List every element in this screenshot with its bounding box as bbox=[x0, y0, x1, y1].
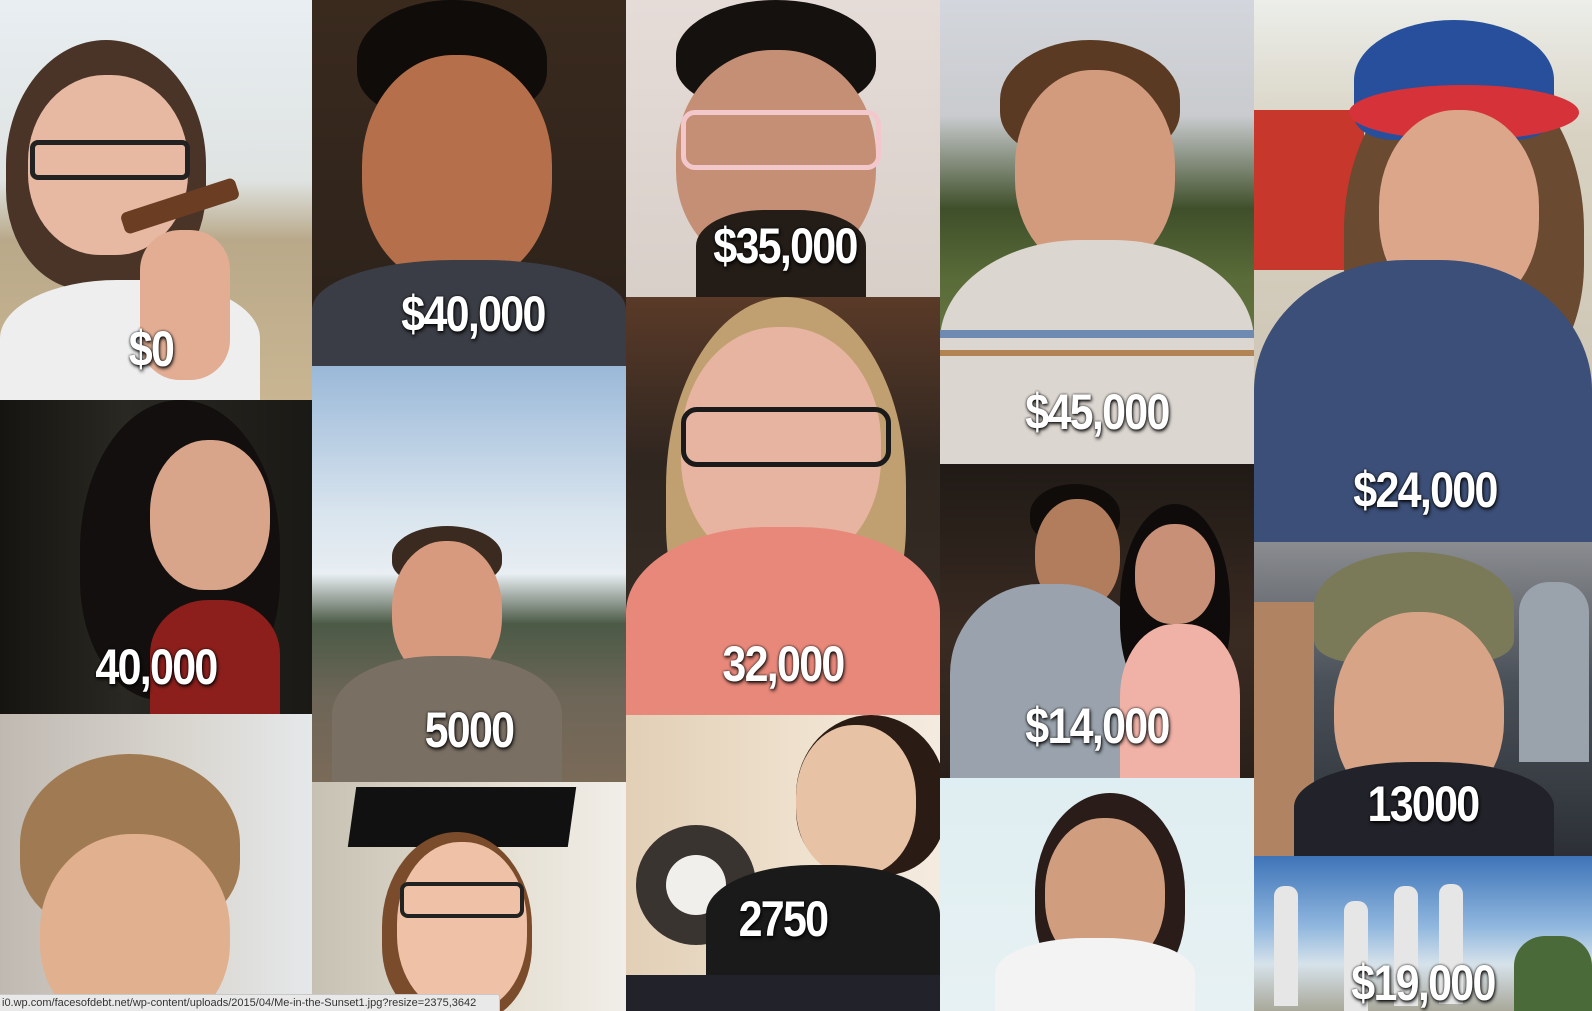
photo-man-pink-glasses bbox=[626, 0, 940, 297]
photo-tile[interactable]: $35,000 bbox=[626, 0, 940, 297]
photo-tile[interactable]: $14,000 bbox=[940, 464, 1254, 778]
photo-woman-cat bbox=[626, 715, 940, 975]
debt-amount: $0 bbox=[128, 321, 175, 377]
photo-graduate bbox=[312, 782, 626, 1011]
photo-man-mountains bbox=[312, 366, 626, 782]
debt-amount: $45,000 bbox=[1025, 384, 1170, 440]
photo-tile[interactable]: 5000 bbox=[312, 366, 626, 782]
photo-tile bbox=[626, 975, 940, 1011]
debt-amount: 13000 bbox=[1367, 776, 1481, 832]
photo-woman-rangers-cap bbox=[1254, 0, 1592, 542]
photo-woman-glasses bbox=[626, 297, 940, 715]
photo-smiling-man bbox=[312, 0, 626, 366]
photo-man-sunset bbox=[940, 0, 1254, 464]
debt-amount: $19,000 bbox=[1351, 955, 1496, 1011]
debt-amount: $14,000 bbox=[1025, 698, 1170, 754]
debt-amount: 40,000 bbox=[95, 639, 218, 695]
debt-amount: 2750 bbox=[738, 891, 830, 947]
photo-tile[interactable]: 40,000 bbox=[0, 400, 312, 714]
photo-statues bbox=[1254, 856, 1592, 1011]
photo-tile[interactable]: 32,000 bbox=[626, 297, 940, 715]
debt-amount: $40,000 bbox=[401, 286, 546, 342]
debt-amount: 5000 bbox=[424, 702, 516, 758]
photo-woman-red-scarf bbox=[0, 400, 312, 714]
debt-amount: $24,000 bbox=[1353, 462, 1498, 518]
photo-tile[interactable] bbox=[0, 714, 312, 1011]
status-url: i0.wp.com/facesofdebt.net/wp-content/upl… bbox=[2, 997, 477, 1009]
debt-amount: 32,000 bbox=[722, 636, 845, 692]
photo-tile[interactable]: $24,000 bbox=[1254, 0, 1592, 542]
debt-amount: $35,000 bbox=[713, 218, 858, 274]
photo-tile[interactable]: $19,000 bbox=[1254, 856, 1592, 1011]
photo-tile[interactable]: $45,000 bbox=[940, 0, 1254, 464]
photo-couple bbox=[940, 464, 1254, 778]
photo-woman-smiling bbox=[940, 778, 1254, 1011]
photo-tile[interactable]: $0 bbox=[0, 0, 312, 400]
photo-tile[interactable]: 13000 bbox=[1254, 542, 1592, 856]
browser-status-bar: i0.wp.com/facesofdebt.net/wp-content/upl… bbox=[0, 994, 500, 1011]
photo-man-camo-cap bbox=[1254, 542, 1592, 856]
photo-tile[interactable]: $40,000 bbox=[312, 0, 626, 366]
photo-woman-cigar bbox=[0, 0, 312, 400]
photo-tile[interactable] bbox=[940, 778, 1254, 1011]
photo-tile[interactable]: 2750 bbox=[626, 715, 940, 975]
photo-tile[interactable] bbox=[312, 782, 626, 1011]
photo-boy bbox=[0, 714, 312, 1011]
